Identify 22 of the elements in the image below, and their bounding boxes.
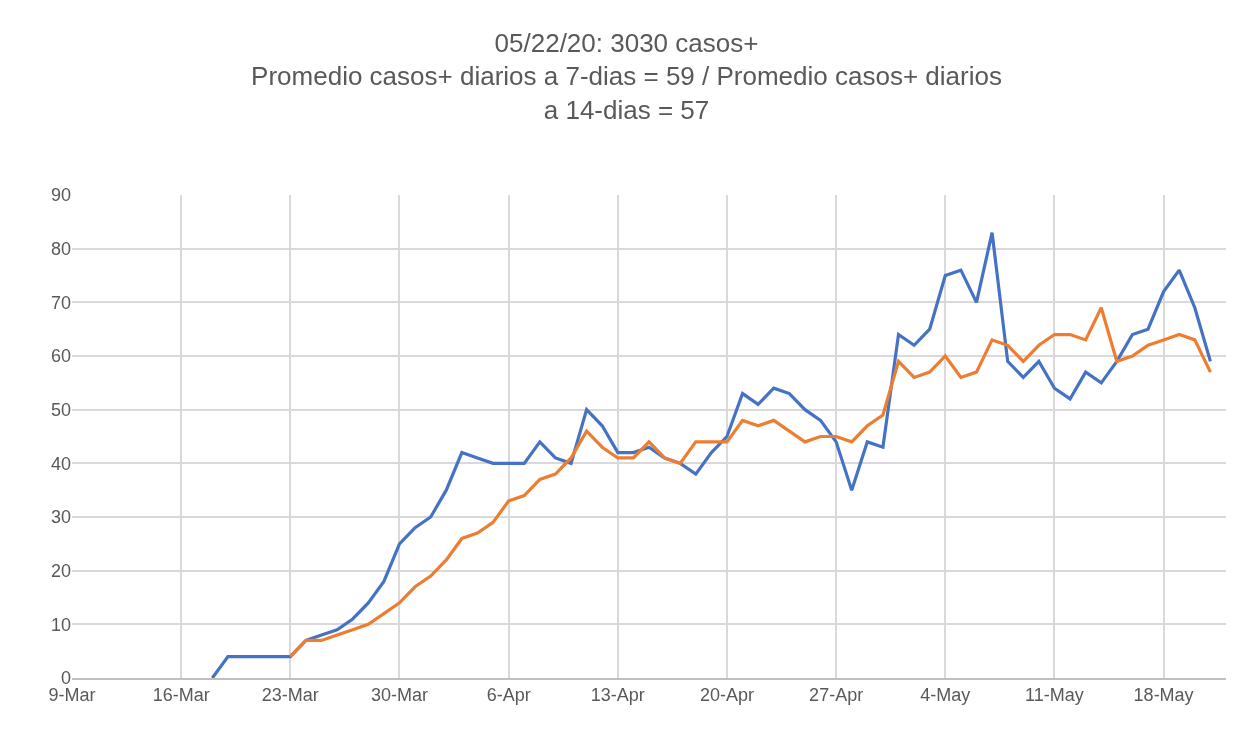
y-tick-label: 90 (50, 185, 71, 206)
y-tick-label: 60 (50, 346, 71, 367)
x-tick-label: 13-Apr (590, 685, 645, 706)
x-tick-label: 11-May (1025, 685, 1084, 706)
chart-title: 05/22/20: 3030 casos+ Promedio casos+ diarios a 7-dias = 59 / Promedio casos+ diarios a 14-dias = 57 (251, 27, 1002, 126)
x-tick-label: 18-May (1133, 685, 1194, 706)
y-tick-label: 50 (50, 399, 71, 420)
line-series (288, 306, 1213, 659)
x-tick-label: 16-Mar (152, 685, 210, 706)
y-tick-label: 30 (50, 507, 71, 528)
x-tick-label: 4-May (920, 685, 971, 706)
y-tick-label: 10 (50, 614, 71, 635)
x-tick-label: 27-Apr (809, 685, 864, 706)
line-series (210, 230, 1213, 678)
y-tick-label: 40 (50, 453, 71, 474)
x-tick-label: 30-Mar (370, 685, 428, 706)
x-tick-label: 6-Apr (486, 685, 531, 706)
y-tick-label: 80 (50, 238, 71, 259)
y-tick-label: 70 (50, 292, 71, 313)
x-tick-label: 23-Mar (261, 685, 319, 706)
y-tick-label: 20 (50, 560, 71, 581)
x-tick-label: 20-Apr (699, 685, 754, 706)
